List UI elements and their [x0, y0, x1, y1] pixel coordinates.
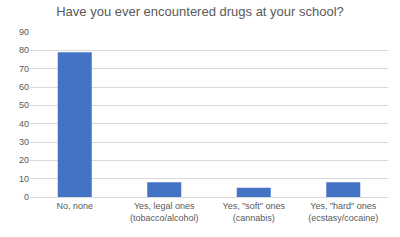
svg-text:Yes, "soft" ones(cannabis): Yes, "soft" ones(cannabis) [222, 201, 285, 223]
svg-text:Have you ever encountered drug: Have you ever encountered drugs at your … [56, 4, 344, 19]
svg-text:80: 80 [19, 45, 29, 55]
svg-text:Yes, "hard" ones(ecstasy/cocai: Yes, "hard" ones(ecstasy/cocaine) [308, 201, 378, 223]
svg-text:20: 20 [19, 155, 29, 165]
svg-text:40: 40 [19, 119, 29, 129]
svg-text:0: 0 [24, 192, 29, 202]
svg-text:30: 30 [19, 137, 29, 147]
svg-text:No, none: No, none [56, 201, 93, 211]
svg-text:60: 60 [19, 82, 29, 92]
svg-text:70: 70 [19, 64, 29, 74]
svg-text:10: 10 [19, 174, 29, 184]
svg-text:50: 50 [19, 100, 29, 110]
svg-text:90: 90 [19, 27, 29, 37]
svg-text:Yes, legal ones(tobacco/alcoho: Yes, legal ones(tobacco/alcohol) [130, 201, 199, 223]
